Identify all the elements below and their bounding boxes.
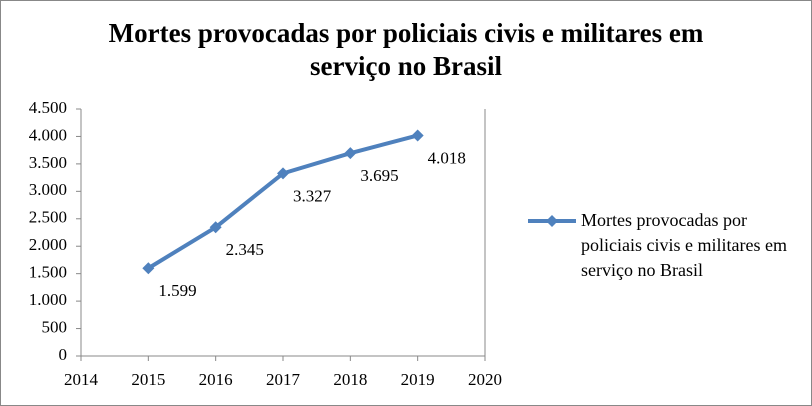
x-tick-label: 2016 xyxy=(199,370,233,389)
y-tick-label: 4.000 xyxy=(29,125,67,144)
x-tick-label: 2019 xyxy=(401,370,435,389)
x-tick-label: 2014 xyxy=(64,370,99,389)
data-point xyxy=(344,147,357,160)
data-label: 1.599 xyxy=(158,281,196,300)
y-tick-label: 0 xyxy=(59,345,68,364)
y-tick-label: 4.500 xyxy=(29,98,67,117)
y-tick-label: 2.000 xyxy=(29,235,67,254)
y-tick-label: 1.500 xyxy=(29,263,67,282)
legend-label: Mortes provocadas por policiais civis e … xyxy=(581,210,787,280)
x-tick-label: 2018 xyxy=(333,370,367,389)
data-label: 3.327 xyxy=(293,186,332,205)
y-tick-label: 3.500 xyxy=(29,153,67,172)
data-point xyxy=(411,129,424,142)
y-tick-label: 1.000 xyxy=(29,290,67,309)
x-tick-label: 2017 xyxy=(266,370,301,389)
data-label: 4.018 xyxy=(428,148,466,167)
x-tick-label: 2015 xyxy=(131,370,165,389)
series-line xyxy=(147,133,419,270)
data-point xyxy=(142,262,155,275)
y-tick-label: 2.500 xyxy=(29,208,67,227)
y-tick-label: 500 xyxy=(42,317,68,336)
data-point xyxy=(277,167,289,180)
y-tick-label: 3.000 xyxy=(29,180,67,199)
chart-title: Mortes provocadas por policiais civis e … xyxy=(108,18,704,81)
data-point xyxy=(209,221,222,234)
data-label: 3.695 xyxy=(360,166,398,185)
legend-marker xyxy=(546,215,558,227)
x-tick-label: 2020 xyxy=(468,370,502,389)
data-label: 2.345 xyxy=(226,240,264,259)
